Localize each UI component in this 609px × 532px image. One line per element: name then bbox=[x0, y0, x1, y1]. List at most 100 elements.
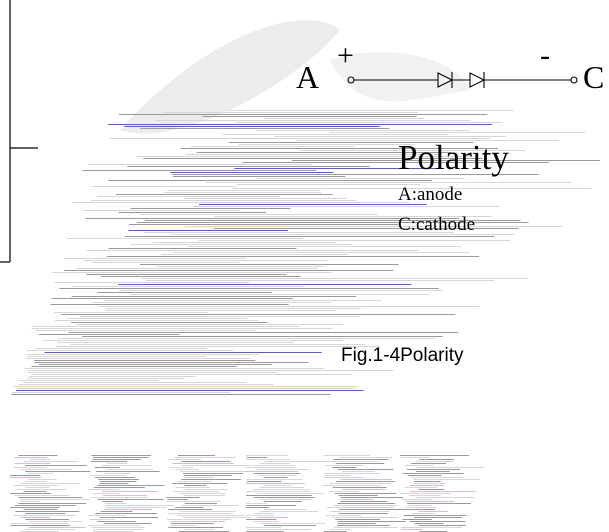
artifact-stripe bbox=[329, 511, 390, 512]
artifact-stripe bbox=[18, 497, 83, 498]
artifact-stripe bbox=[405, 507, 437, 508]
artifact-stripe bbox=[55, 346, 380, 347]
artifact-stripe bbox=[175, 469, 199, 470]
artifact-stripe bbox=[253, 513, 275, 514]
artifact-stripe bbox=[13, 467, 48, 468]
artifact-stripe bbox=[253, 521, 279, 522]
artifact-stripe bbox=[89, 519, 116, 520]
artifact-stripe bbox=[416, 497, 475, 498]
artifact-stripe bbox=[10, 475, 41, 476]
artifact-stripe bbox=[106, 505, 175, 506]
artifact-stripe bbox=[127, 166, 370, 167]
plus-sign: + bbox=[337, 39, 354, 72]
artifact-stripe bbox=[338, 495, 378, 496]
artifact-stripe bbox=[337, 469, 394, 470]
artifact-stripe bbox=[253, 465, 296, 466]
artifact-stripe bbox=[400, 493, 452, 494]
artifact-stripe bbox=[61, 314, 456, 315]
artifact-stripe bbox=[90, 461, 127, 462]
artifact-stripe bbox=[106, 463, 128, 464]
artifact-stripe bbox=[118, 290, 443, 291]
artifact-stripe bbox=[177, 481, 212, 482]
artifact-stripe bbox=[190, 146, 355, 147]
artifact-stripe bbox=[322, 485, 382, 486]
artifact-stripe bbox=[75, 268, 318, 269]
artifact-stripe bbox=[20, 483, 81, 484]
artifact-stripe bbox=[232, 188, 592, 189]
artifact-stripe bbox=[323, 477, 365, 478]
artifact-stripe bbox=[97, 485, 165, 486]
artifact-stripe bbox=[291, 160, 600, 161]
artifact-stripe bbox=[82, 210, 241, 211]
artifact-stripe bbox=[405, 501, 455, 502]
artifact-stripe bbox=[128, 230, 288, 231]
artifact-stripe bbox=[167, 190, 321, 191]
artifact-stripe bbox=[171, 483, 228, 484]
artifact-stripe bbox=[402, 473, 464, 474]
diode-circuit bbox=[347, 72, 578, 88]
artifact-stripe bbox=[28, 370, 394, 371]
artifact-stripe bbox=[143, 232, 454, 233]
artifact-stripe bbox=[340, 501, 388, 502]
artifact-stripe bbox=[92, 457, 149, 458]
artifact-stripe bbox=[57, 338, 436, 339]
artifact-stripe bbox=[10, 493, 51, 494]
artifact-stripe bbox=[341, 471, 375, 472]
artifact-stripe bbox=[256, 130, 470, 131]
artifact-stripe bbox=[179, 493, 225, 494]
artifact-stripe bbox=[109, 138, 491, 139]
artifact-stripe bbox=[338, 513, 389, 514]
artifact-stripe bbox=[104, 300, 382, 301]
artifact-stripe bbox=[404, 465, 434, 466]
artifact-stripe bbox=[18, 503, 87, 504]
artifact-stripe bbox=[173, 252, 470, 253]
artifact-stripe bbox=[15, 495, 70, 496]
artifact-stripe bbox=[68, 332, 459, 333]
artifact-stripe bbox=[144, 220, 521, 221]
artifact-stripe bbox=[79, 316, 360, 317]
artifact-stripe bbox=[108, 248, 297, 249]
artifact-stripe bbox=[88, 164, 313, 165]
artifact-stripe bbox=[28, 527, 86, 528]
artifact-stripe bbox=[336, 481, 395, 482]
artifact-stripe bbox=[400, 457, 430, 458]
artifact-stripe bbox=[418, 489, 445, 490]
artifact-stripe bbox=[88, 515, 126, 516]
artifact-stripe bbox=[118, 212, 267, 213]
artifact-stripe bbox=[88, 489, 120, 490]
artifact-stripe bbox=[256, 469, 310, 470]
artifact-stripe bbox=[104, 503, 127, 504]
artifact-stripe bbox=[141, 278, 529, 279]
artifact-stripe bbox=[326, 507, 394, 508]
artifact-stripe bbox=[259, 511, 319, 512]
artifact-stripe bbox=[402, 509, 436, 510]
artifact-stripe bbox=[409, 521, 466, 522]
artifact-stripe bbox=[93, 487, 145, 488]
artifact-stripe bbox=[166, 497, 200, 498]
artifact-stripe bbox=[238, 144, 415, 145]
artifact-stripe bbox=[184, 529, 215, 530]
artifact-stripe bbox=[332, 467, 357, 468]
artifact-stripe bbox=[75, 324, 343, 325]
artifact-stripe bbox=[172, 491, 220, 492]
polarity-title: Polarity bbox=[398, 138, 509, 177]
artifact-stripe bbox=[187, 246, 462, 247]
artifact-stripe bbox=[256, 517, 289, 518]
artifact-stripe bbox=[414, 523, 444, 524]
artifact-stripe bbox=[92, 493, 121, 494]
artifact-stripe bbox=[246, 491, 310, 492]
artifact-stripe bbox=[184, 503, 218, 504]
artifact-stripe bbox=[25, 471, 91, 472]
artifact-stripe bbox=[94, 467, 121, 468]
terminal-c-label: C bbox=[583, 59, 604, 95]
artifact-stripe bbox=[414, 517, 463, 518]
artifact-stripe bbox=[15, 505, 76, 506]
artifact-stripe bbox=[83, 260, 329, 261]
artifact-stripe bbox=[418, 525, 466, 526]
artifact-stripe bbox=[185, 489, 228, 490]
artifact-stripe bbox=[205, 182, 572, 183]
artifact-stripe bbox=[63, 270, 394, 271]
artifact-stripe bbox=[263, 485, 293, 486]
artifact-stripe bbox=[199, 240, 511, 241]
artifact-stripe bbox=[38, 334, 180, 335]
